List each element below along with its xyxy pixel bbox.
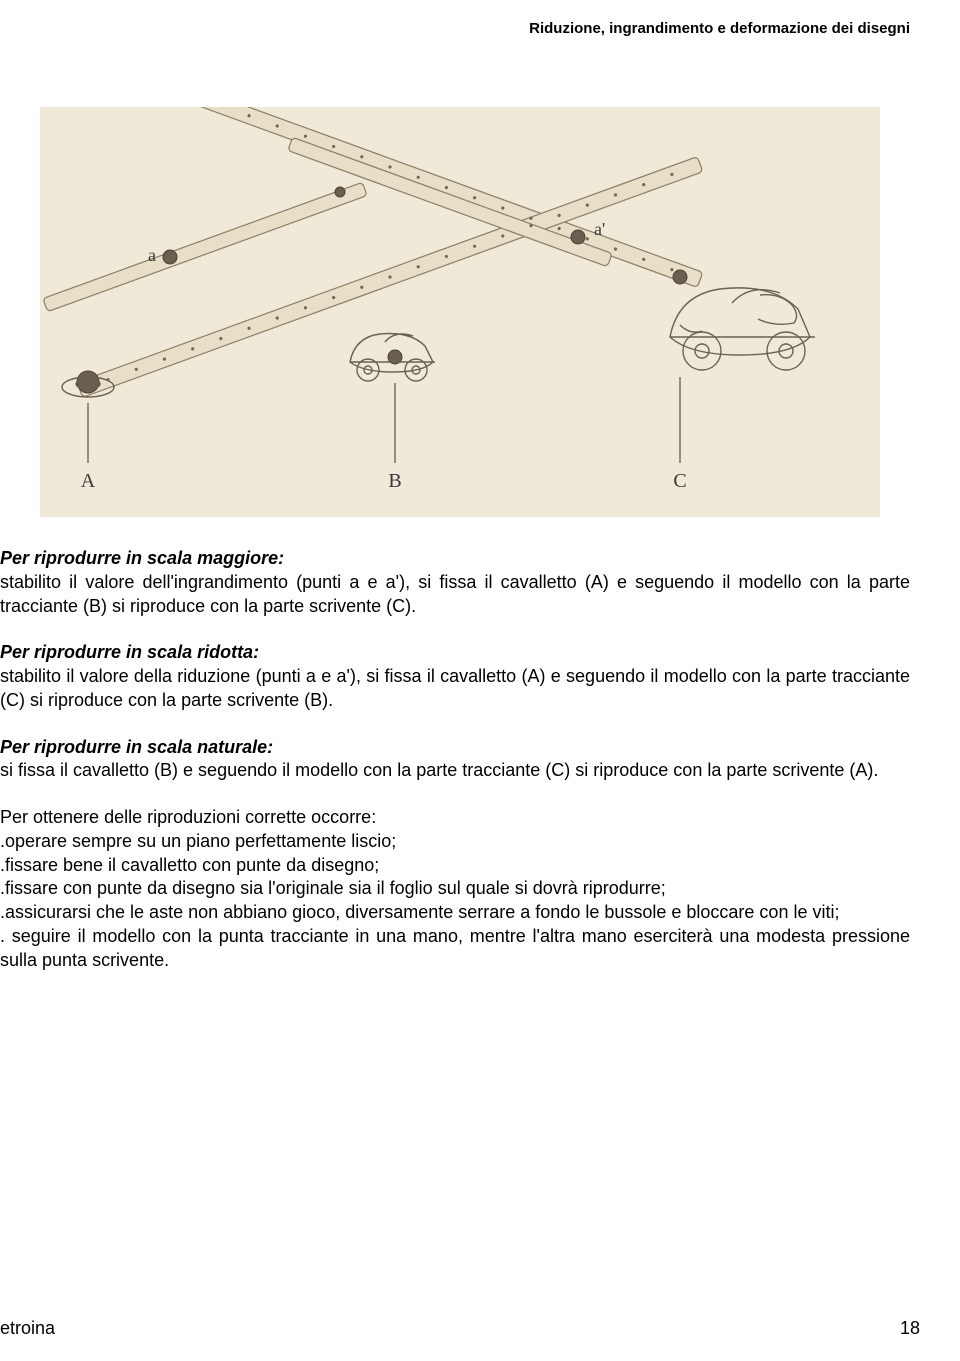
page-number: 18 [900, 1318, 920, 1339]
label-a-prime: a' [594, 219, 605, 239]
list-item: .assicurarsi che le aste non abbiano gio… [0, 901, 910, 925]
list-item: .fissare bene il cavalletto con punte da… [0, 854, 910, 878]
footer-left: etroina [0, 1318, 55, 1339]
list-item: .operare sempre su un piano perfettament… [0, 830, 910, 854]
label-C: C [673, 470, 686, 492]
label-B: B [388, 470, 401, 492]
body-naturale: si fissa il cavalletto (B) e seguendo il… [0, 760, 878, 780]
header-title: Riduzione, ingrandimento e deformazione … [529, 20, 910, 37]
body-maggiore: stabilito il valore dell'ingrandimento (… [0, 572, 910, 616]
list-item: .fissare con punte da disegno sia l'orig… [0, 877, 910, 901]
heading-naturale: Per riprodurre in scala naturale: [0, 737, 273, 757]
label-a: a [148, 245, 156, 265]
heading-maggiore: Per riprodurre in scala maggiore: [0, 548, 284, 568]
body-text: Per riprodurre in scala maggiore: stabil… [0, 537, 920, 972]
occorre-lead: Per ottenere delle riproduzioni corrette… [0, 806, 910, 830]
list-item: . seguire il modello con la punta tracci… [0, 925, 910, 973]
label-A: A [81, 470, 96, 492]
body-ridotta: stabilito il valore della riduzione (pun… [0, 666, 910, 710]
pantograph-figure: a a' A B C [40, 107, 880, 517]
page-header: Riduzione, ingrandimento e deformazione … [0, 20, 910, 37]
page-footer: etroina 18 [0, 1318, 920, 1339]
heading-ridotta: Per riprodurre in scala ridotta: [0, 642, 259, 662]
